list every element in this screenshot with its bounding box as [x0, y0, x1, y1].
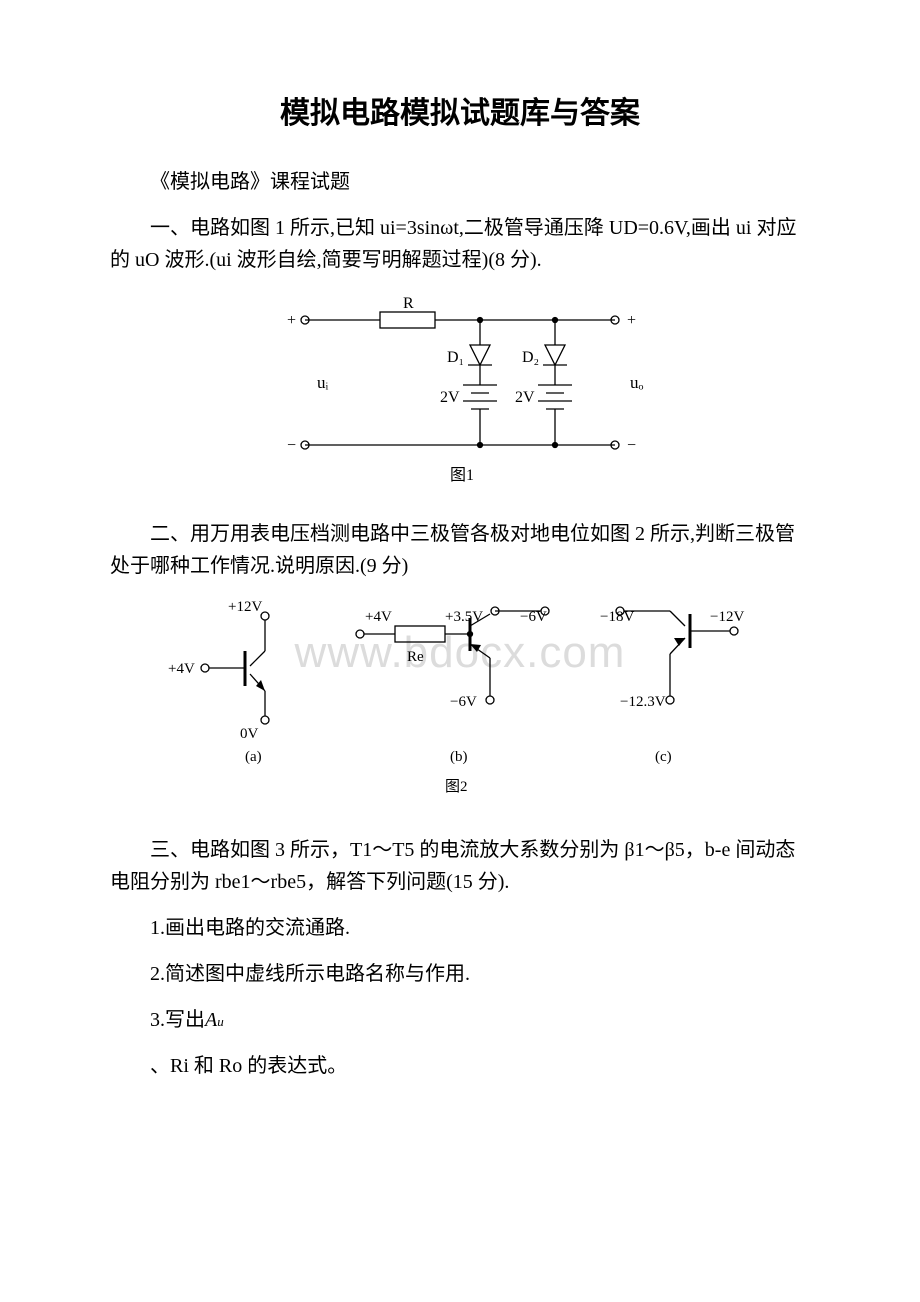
fig2-b-t3: −6V: [520, 609, 547, 625]
fig2-c-cap: (c): [655, 749, 672, 765]
fig2-b-Re: Re: [407, 649, 424, 665]
question-3: 三、电路如图 3 所示，T1～T5 的电流放大系数分别为 β1～β5，b-e 间…: [110, 834, 810, 898]
fig1-D2: D₂: [522, 349, 539, 366]
q3-3-A: A: [205, 1009, 217, 1031]
fig1-uo: uₒ: [630, 373, 644, 392]
fig2-caption: 图2: [445, 778, 468, 795]
fig2-b-t1: +4V: [365, 609, 392, 625]
question-3-3: 3.写出Au: [110, 1004, 810, 1036]
fig2-a-left: +4V: [168, 661, 195, 677]
figure-2: +12V +4V 0V (a) +4V +3.5V −6V Re −6V (b)…: [150, 596, 770, 806]
fig1-R: R: [403, 295, 414, 312]
page-content: 模拟电路模拟试题库与答案 《模拟电路》课程试题 一、电路如图 1 所示,已知 u…: [110, 90, 810, 1082]
question-2: 二、用万用表电压档测电路中三极管各极对地电位如图 2 所示,判断三极管处于哪种工…: [110, 518, 810, 582]
fig1-minus-left: −: [287, 437, 296, 454]
fig1-plus-left: +: [287, 312, 296, 329]
question-3-1: 1.画出电路的交流通路.: [110, 912, 810, 944]
q3-3-u: u: [217, 1014, 224, 1029]
fig2-b-bot: −6V: [450, 694, 477, 710]
subtitle: 《模拟电路》课程试题: [110, 166, 810, 198]
fig1-2Va: 2V: [440, 389, 460, 406]
figure-1: + + − − R D₁ D₂ 2V 2V uᵢ uₒ 图1: [245, 290, 675, 490]
fig1-caption: 图1: [450, 467, 474, 484]
question-3-2: 2.简述图中虚线所示电路名称与作用.: [110, 958, 810, 990]
fig2-c-bot: −12.3V: [620, 694, 666, 710]
question-3-3b: 、Ri 和 Ro 的表达式。: [110, 1050, 810, 1082]
fig2-c-t2: −12V: [710, 609, 744, 625]
fig1-D1: D₁: [447, 349, 464, 366]
fig1-minus-right: −: [627, 437, 636, 454]
fig2-a-cap: (a): [245, 749, 262, 765]
fig2-b-cap: (b): [450, 749, 468, 765]
q3-3-a: 3.写出: [150, 1009, 205, 1031]
fig2-a-bot: 0V: [240, 726, 259, 742]
fig1-2Vb: 2V: [515, 389, 535, 406]
fig2-b-t2: +3.5V: [445, 609, 483, 625]
question-1: 一、电路如图 1 所示,已知 ui=3sinωt,二极管导通压降 UD=0.6V…: [110, 212, 810, 276]
fig1-plus-right: +: [627, 312, 636, 329]
fig1-ui: uᵢ: [317, 373, 329, 392]
fig2-c-t1: −18V: [600, 609, 634, 625]
page-title: 模拟电路模拟试题库与答案: [110, 90, 810, 138]
fig2-a-top: +12V: [228, 599, 262, 615]
